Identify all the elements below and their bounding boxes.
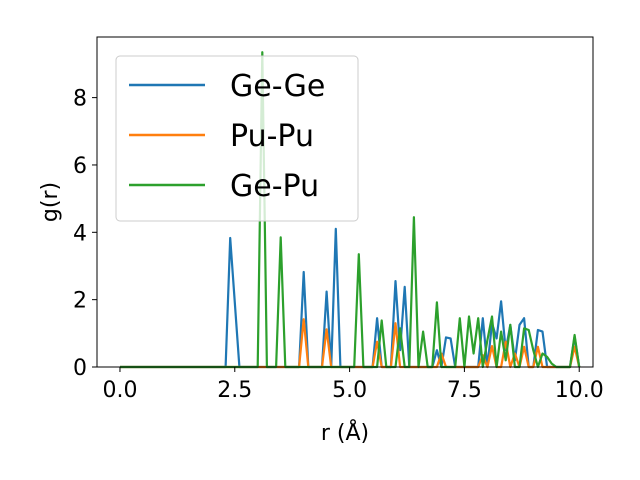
x-tick-label: 7.5 xyxy=(447,378,482,403)
legend-label: Ge-Ge xyxy=(230,69,325,104)
y-axis-label: g(r) xyxy=(38,182,63,222)
legend-label: Pu-Pu xyxy=(230,119,314,154)
legend: Ge-Ge Pu-Pu Ge-Pu xyxy=(115,55,359,222)
x-tick-label: 5.0 xyxy=(332,378,367,403)
y-tick-label: 0 xyxy=(73,356,87,381)
y-tick-label: 2 xyxy=(73,289,87,314)
x-axis-label: r (Å) xyxy=(321,419,369,446)
x-axis-ticks: 0.0 2.5 5.0 7.5 10.0 xyxy=(102,367,604,403)
y-tick-label: 8 xyxy=(73,87,87,112)
y-axis-ticks: 0 2 4 6 8 xyxy=(73,87,97,381)
y-tick-label: 4 xyxy=(73,221,87,246)
x-tick-label: 2.5 xyxy=(217,378,252,403)
x-tick-label: 10.0 xyxy=(555,378,604,403)
y-tick-label: 6 xyxy=(73,154,87,179)
legend-label: Ge-Pu xyxy=(230,169,319,204)
legend-box xyxy=(115,55,359,222)
series-line-ge-pu xyxy=(120,51,581,369)
plot-frame xyxy=(96,36,594,368)
x-tick-label: 0.0 xyxy=(102,378,137,403)
series-line-pu-pu xyxy=(120,318,581,369)
